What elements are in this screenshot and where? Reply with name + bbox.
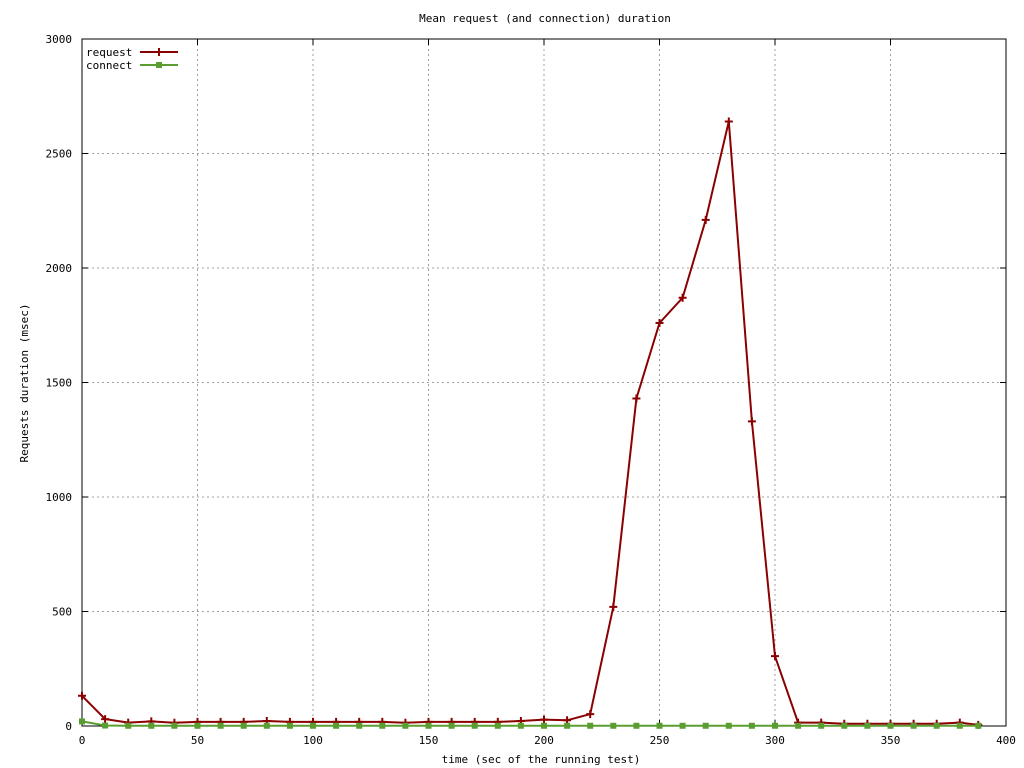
y-tick-label: 2000 bbox=[46, 262, 73, 275]
data-point-connect bbox=[194, 722, 201, 729]
data-point-request bbox=[747, 417, 756, 426]
x-axis-ticks: 0 50 100 150 200 250 300 350 400 bbox=[79, 39, 1016, 747]
y-tick-label: 1500 bbox=[46, 377, 73, 390]
data-point-connect bbox=[102, 722, 109, 729]
x-tick-label: 350 bbox=[881, 734, 901, 747]
y-axis-label: Requests duration (msec) bbox=[18, 304, 31, 463]
data-point-connect bbox=[356, 722, 363, 729]
data-point-connect bbox=[263, 722, 270, 729]
data-point-connect bbox=[725, 722, 732, 729]
data-point-connect bbox=[910, 722, 917, 729]
series-request bbox=[78, 117, 983, 729]
data-point-request bbox=[78, 691, 86, 700]
data-point-connect bbox=[310, 722, 316, 729]
x-tick-label: 400 bbox=[996, 734, 1016, 747]
data-point-connect bbox=[79, 718, 85, 725]
data-point-connect bbox=[564, 722, 571, 729]
x-axis-label: time (sec of the running test) bbox=[442, 753, 641, 766]
y-tick-label: 1000 bbox=[46, 491, 73, 504]
data-point-connect bbox=[286, 722, 293, 729]
chart-title: Mean request (and connection) duration bbox=[419, 12, 671, 25]
x-tick-label: 0 bbox=[79, 734, 86, 747]
x-tick-label: 150 bbox=[419, 734, 439, 747]
data-point-connect bbox=[171, 722, 178, 729]
data-point-request bbox=[724, 117, 733, 126]
data-point-connect bbox=[633, 722, 640, 729]
legend-marker-request bbox=[155, 48, 163, 56]
legend-marker-connect bbox=[156, 62, 162, 68]
data-point-connect bbox=[933, 722, 940, 729]
data-point-connect bbox=[975, 722, 982, 729]
data-point-connect bbox=[587, 722, 594, 729]
data-point-connect bbox=[333, 722, 340, 729]
data-point-connect bbox=[610, 722, 617, 729]
x-tick-label: 300 bbox=[765, 734, 785, 747]
data-point-connect bbox=[702, 722, 709, 729]
y-tick-label: 2500 bbox=[46, 148, 73, 161]
data-point-connect bbox=[795, 722, 802, 729]
series-line-connect bbox=[81, 720, 979, 727]
data-point-connect bbox=[541, 722, 547, 729]
data-point-connect bbox=[748, 722, 755, 729]
grid bbox=[82, 39, 1006, 726]
x-tick-label: 50 bbox=[191, 734, 204, 747]
data-point-request bbox=[771, 652, 779, 661]
data-point-connect bbox=[148, 722, 155, 729]
legend-label-request: request bbox=[86, 46, 132, 59]
data-point-connect bbox=[772, 722, 778, 729]
data-point-request bbox=[655, 318, 664, 327]
data-point-request bbox=[701, 215, 710, 224]
y-tick-label: 0 bbox=[65, 720, 72, 733]
legend-label-connect: connect bbox=[86, 59, 132, 72]
x-tick-label: 200 bbox=[534, 734, 554, 747]
data-point-connect bbox=[402, 722, 409, 729]
x-tick-label: 100 bbox=[303, 734, 323, 747]
x-tick-label: 250 bbox=[650, 734, 670, 747]
data-point-request bbox=[632, 394, 641, 403]
data-point-connect bbox=[818, 722, 825, 729]
y-tick-label: 3000 bbox=[46, 33, 73, 46]
data-point-request bbox=[101, 715, 110, 724]
data-point-request bbox=[609, 602, 618, 611]
y-tick-label: 500 bbox=[52, 606, 72, 619]
data-point-connect bbox=[679, 722, 686, 729]
data-point-connect bbox=[425, 722, 432, 729]
data-point-connect bbox=[494, 722, 501, 729]
data-point-request bbox=[678, 293, 687, 302]
series-line-request bbox=[81, 121, 979, 726]
data-point-connect bbox=[448, 722, 455, 729]
data-point-connect bbox=[956, 722, 963, 729]
data-point-connect bbox=[841, 722, 848, 729]
data-point-connect bbox=[471, 722, 478, 729]
data-point-connect bbox=[217, 722, 224, 729]
data-point-connect bbox=[240, 722, 247, 729]
data-point-connect bbox=[379, 722, 386, 729]
series-layer bbox=[78, 117, 983, 729]
data-point-connect bbox=[125, 722, 132, 729]
y-axis-ticks: 0 500 1000 1500 2000 2500 3000 bbox=[46, 33, 1006, 733]
series-connect bbox=[79, 718, 982, 729]
data-point-connect bbox=[887, 722, 894, 729]
data-point-request bbox=[540, 715, 548, 724]
data-point-connect bbox=[656, 722, 663, 729]
data-point-connect bbox=[517, 722, 524, 729]
data-point-request bbox=[586, 710, 595, 719]
data-point-connect bbox=[864, 722, 871, 729]
